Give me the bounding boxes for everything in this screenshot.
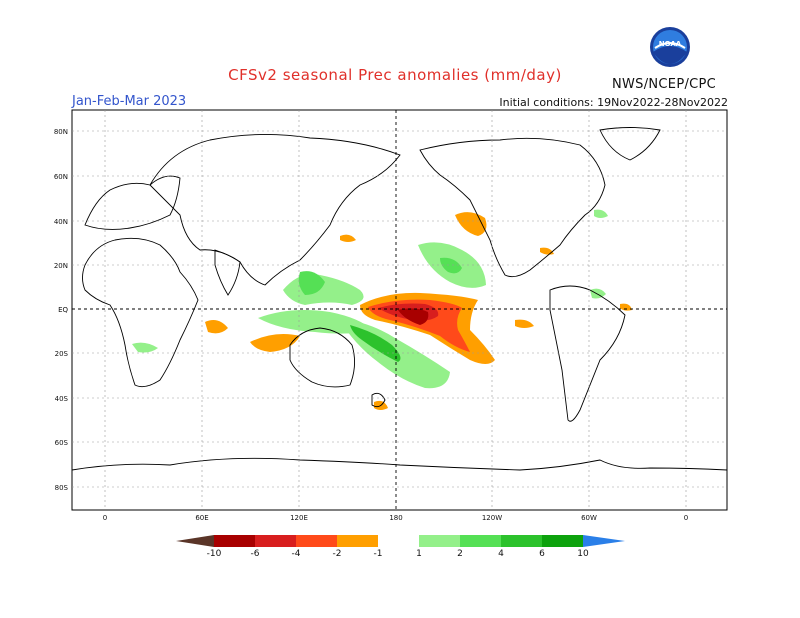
agency-label: NWS/NCEP/CPC — [612, 77, 717, 92]
wet-anomaly-indonesia — [258, 310, 372, 334]
coast-australia — [289, 327, 355, 388]
legend-label: -1 — [374, 549, 383, 559]
dry-anomaly-japan — [340, 234, 356, 242]
lon-label: 60W — [581, 514, 597, 522]
reference-lines — [72, 110, 727, 510]
legend-swatch — [460, 535, 501, 547]
legend-swatch — [378, 535, 419, 547]
legend: -10 -6 -4 -2 -1 1 2 4 6 10 — [176, 535, 625, 559]
coast-greenland — [599, 127, 661, 161]
lon-label: 120W — [482, 514, 502, 522]
lat-label: 40N — [54, 218, 68, 226]
chart-title: CFSv2 seasonal Prec anomalies (mm/day) — [228, 66, 562, 84]
coast-new-zealand — [371, 392, 386, 408]
legend-label: -10 — [207, 549, 222, 559]
legend-label: 4 — [498, 549, 504, 559]
wet-anomaly-hawaii — [440, 257, 462, 274]
lat-label: 80S — [55, 484, 69, 492]
wet-anomaly-africa — [132, 342, 158, 353]
legend-swatch — [542, 535, 583, 547]
lon-label: 60E — [195, 514, 208, 522]
lat-label: 20N — [54, 262, 68, 270]
legend-swatch — [255, 535, 296, 547]
dry-anomaly-east-pacific — [515, 319, 534, 328]
legend-label: -2 — [333, 549, 342, 559]
coastlines — [71, 127, 728, 471]
lat-label: 60S — [55, 439, 69, 447]
legend-label: 2 — [457, 549, 463, 559]
lon-label: 0 — [103, 514, 107, 522]
coast-africa — [82, 237, 199, 388]
lat-label: 20S — [55, 350, 69, 358]
season-label: Jan-Feb-Mar 2023 — [72, 94, 187, 109]
legend-swatch — [337, 535, 378, 547]
coast-india — [214, 249, 241, 296]
legend-swatch — [296, 535, 337, 547]
legend-arrow-high — [583, 535, 625, 547]
wet-anomaly-south-america — [590, 288, 606, 299]
wet-anomaly-pacific-nw — [594, 209, 608, 218]
dry-anomaly-fields — [205, 212, 632, 410]
legend-label: 10 — [577, 549, 589, 559]
wet-anomaly-philippines — [298, 271, 325, 295]
dry-anomaly-atlantic — [620, 303, 632, 311]
lat-label: 80N — [54, 128, 68, 136]
coast-north-america — [419, 137, 606, 278]
legend-label: 6 — [539, 549, 545, 559]
legend-arrow-low — [176, 535, 214, 547]
dry-anomaly-australia-west — [250, 334, 300, 352]
legend-label: -4 — [292, 549, 301, 559]
lon-label: 180 — [389, 514, 402, 522]
lat-label: 40S — [55, 395, 69, 403]
lat-label: EQ — [58, 306, 68, 314]
logo-text: NOAA — [659, 40, 682, 48]
lat-label: 60N — [54, 173, 68, 181]
dry-anomaly-indian-ocean — [205, 320, 228, 334]
coast-south-america — [549, 285, 626, 422]
lon-label: 0 — [684, 514, 688, 522]
legend-swatch — [501, 535, 542, 547]
legend-label: 1 — [416, 549, 422, 559]
coast-europe — [84, 175, 181, 230]
legend-swatch — [419, 535, 460, 547]
graticule — [72, 110, 727, 510]
lon-label: 120E — [290, 514, 308, 522]
noaa-logo: NOAA — [650, 27, 690, 67]
initial-conditions-label: Initial conditions: 19Nov2022-28Nov2022 — [499, 96, 728, 109]
legend-label: -6 — [251, 549, 260, 559]
coast-antarctica — [71, 457, 728, 471]
dry-anomaly-central-pacific-extreme — [398, 308, 429, 325]
legend-swatch — [214, 535, 255, 547]
